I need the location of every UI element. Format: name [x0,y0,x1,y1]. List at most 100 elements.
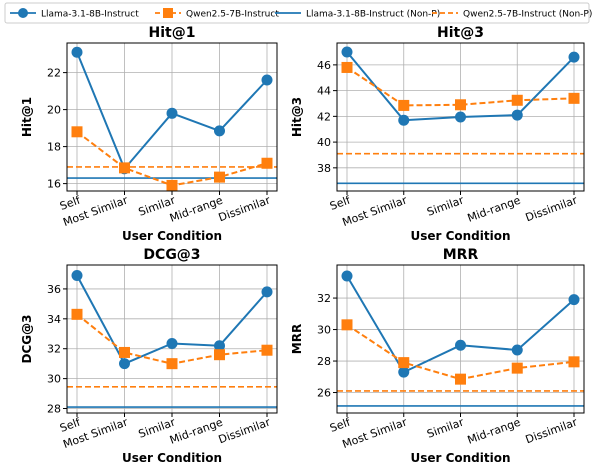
data-point-circle [166,107,178,119]
ytick-label: 16 [47,178,61,191]
legend-label: Llama-3.1-8B-Instruct [41,10,139,20]
data-point-square [261,344,273,356]
ytick-label: 36 [47,283,61,296]
data-point-square [455,373,466,385]
x-axis-label: User Condition [122,451,222,465]
data-point-square [568,356,580,368]
legend-marker-square [163,8,173,18]
data-point-circle [214,125,225,137]
series-line [346,66,575,107]
legend-entry: Llama-3.1-8B-Instruct [10,8,139,20]
xtick-label: Dissimilar [524,193,580,224]
y-axis-label: Hit@1 [20,97,34,137]
ytick-label: 18 [47,141,61,154]
data-point-circle [119,358,130,370]
data-point-square [71,126,83,138]
data-point-square [511,94,523,106]
subplot-title: DCG@3 [143,247,200,263]
legend-label: Qwen2.5-7B-Instruct (Non-P) [463,10,592,20]
ytick-label: 32 [47,343,61,356]
data-point-square [398,99,410,111]
xtick-label: Dissimilar [217,193,273,224]
ytick-label: 34 [47,313,61,326]
data-point-square [568,92,580,104]
data-point-square [119,162,130,174]
xtick-label: Mid-range [168,416,225,447]
data-point-square [166,358,178,370]
data-point-square [261,157,273,169]
data-point-circle [341,270,353,282]
data-point-square [341,319,353,331]
ytick-label: 38 [317,162,331,175]
ytick-label: 32 [317,292,331,305]
legend-entry: Llama-3.1-8B-Instruct (Non-P) [275,10,440,20]
y-axis-label: Hit@3 [290,97,304,137]
data-point-circle [398,366,410,378]
legend-label: Llama-3.1-8B-Instruct (Non-P) [306,10,440,20]
data-point-square [455,99,466,111]
xtick-label: Most Similar [341,415,410,451]
data-point-square [166,179,178,191]
ytick-label: 22 [47,67,61,80]
data-point-square [119,346,130,358]
data-point-circle [341,46,353,58]
ytick-label: 44 [317,85,331,98]
ytick-label: 30 [317,324,331,337]
ytick-label: 26 [317,387,331,400]
data-point-circle [455,111,466,123]
subplot-title: MRR [443,247,479,263]
data-point-circle [71,269,83,281]
xtick-label: Most Similar [341,193,410,229]
data-point-square [214,171,225,183]
data-point-circle [398,114,410,126]
data-point-square [341,61,353,73]
xtick-label: Dissimilar [217,415,273,446]
data-point-square [398,357,410,369]
subplot-title: Hit@3 [437,25,484,41]
data-point-square [214,349,225,361]
data-point-circle [71,46,83,58]
x-axis-label: User Condition [410,451,510,465]
legend-label: Qwen2.5-7B-Instruct [186,10,279,20]
data-point-circle [261,74,273,86]
ytick-label: 28 [317,355,331,368]
y-axis-label: MRR [290,324,304,354]
xtick-label: Mid-range [466,416,523,447]
x-axis-label: User Condition [410,229,510,243]
xtick-label: Dissimilar [524,415,580,446]
subplot-title: Hit@1 [149,25,196,41]
ytick-label: 40 [317,136,331,149]
data-point-circle [261,286,273,298]
data-point-circle [568,294,580,306]
ytick-label: 46 [317,59,331,72]
ytick-label: 30 [47,373,61,386]
data-point-circle [455,339,466,351]
ytick-label: 42 [317,110,331,123]
data-point-circle [511,344,523,356]
xtick-label: Mid-range [466,194,523,225]
legend-marker-circle [18,8,28,18]
x-axis-label: User Condition [122,229,222,243]
legend: Llama-3.1-8B-Instruct Qwen2.5-7B-Instruct… [4,2,592,24]
legend-entry: Qwen2.5-7B-Instruct (Non-P) [432,10,592,20]
data-point-square [511,362,523,374]
xtick-label: Similar [425,415,466,440]
xtick-label: Self [328,193,353,213]
data-point-circle [568,51,580,63]
data-point-circle [511,109,523,121]
ytick-label: 28 [47,403,61,416]
data-point-square [71,308,83,320]
xtick-label: Similar [425,193,466,218]
data-point-circle [166,337,178,349]
xtick-label: Mid-range [168,194,225,225]
data-point-circle [214,340,225,352]
y-axis-label: DCG@3 [20,315,34,364]
ytick-label: 20 [47,104,61,117]
legend-entry: Qwen2.5-7B-Instruct [155,8,279,20]
